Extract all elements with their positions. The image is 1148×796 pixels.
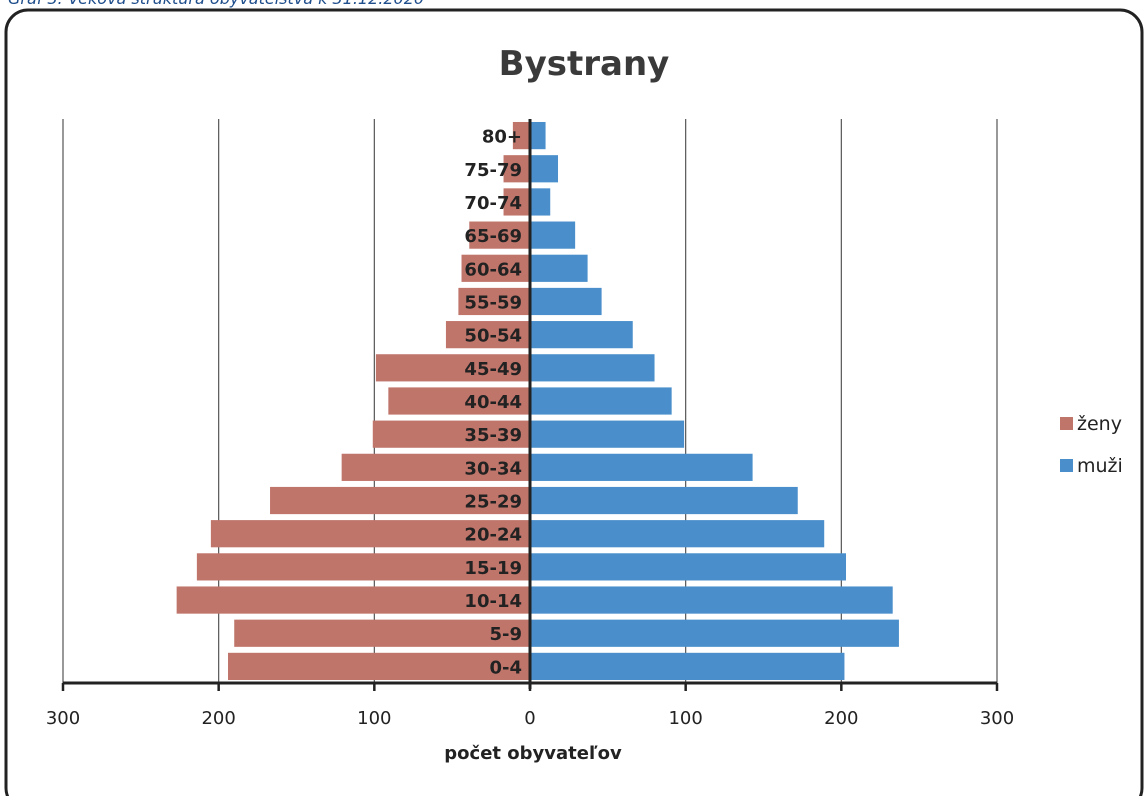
category-label: 25-29: [464, 492, 522, 513]
bar-men-45-49: [530, 354, 655, 382]
category-label: 60-64: [464, 259, 522, 280]
bar-men-40-44: [530, 387, 672, 415]
category-label: 15-19: [464, 558, 522, 579]
bar-women-45-49: [375, 354, 530, 382]
bar-men-55-59: [530, 287, 602, 316]
category-label: 55-59: [464, 292, 522, 313]
bar-women-70-74: [503, 188, 530, 216]
bar-women-55-59: [458, 287, 530, 316]
bar-men-10-14: [530, 586, 893, 614]
x-tick-label: 100: [357, 708, 391, 729]
bar-men-65-69: [530, 221, 576, 249]
chart-title: Bystrany: [499, 44, 670, 84]
legend-label: ženy: [1077, 413, 1122, 435]
bar-women-0-4: [228, 652, 531, 681]
category-label: 35-39: [464, 425, 522, 446]
bar-women-10-14: [176, 586, 531, 614]
x-tick-label: 300: [980, 708, 1014, 729]
category-label: 75-79: [464, 160, 522, 181]
x-tick-label: 100: [668, 708, 702, 729]
category-label: 65-69: [464, 226, 522, 247]
x-tick-label: 300: [46, 708, 80, 729]
bar-women-65-69: [469, 221, 530, 249]
bar-men-30-34: [530, 453, 753, 481]
bar-women-80+: [512, 121, 530, 150]
bar-women-40-44: [388, 387, 530, 415]
bar-women-35-39: [372, 420, 530, 448]
x-tick-label: 200: [824, 708, 858, 729]
category-label: 10-14: [464, 591, 522, 612]
category-label: 0-4: [489, 657, 522, 678]
bar-men-5-9: [530, 619, 899, 647]
bar-women-30-34: [341, 453, 530, 481]
bar-men-25-29: [530, 486, 798, 515]
x-axis-label: počet obyvateľov: [444, 743, 622, 764]
bar-men-60-64: [530, 254, 588, 282]
bar-men-70-74: [530, 188, 551, 216]
category-label: 50-54: [464, 326, 522, 347]
bar-men-0-4: [530, 652, 845, 681]
category-label: 45-49: [464, 359, 522, 380]
category-label: 30-34: [464, 458, 522, 479]
axes: [61, 119, 999, 691]
bar-women-20-24: [210, 520, 530, 548]
category-label: 80+: [482, 127, 522, 148]
bar-men-80+: [530, 121, 546, 150]
bar-women-5-9: [234, 619, 530, 647]
bar-men-15-19: [530, 553, 847, 581]
x-tick-label: 0: [524, 708, 535, 729]
bars: [176, 121, 899, 681]
bar-women-50-54: [445, 321, 530, 349]
bar-men-35-39: [530, 420, 685, 448]
category-label: 20-24: [464, 525, 522, 546]
x-tick-label: 200: [201, 708, 235, 729]
legend-swatch: [1060, 459, 1073, 472]
category-label: 70-74: [464, 193, 522, 214]
x-tick-labels: 300 200 100 0 100 200 300: [46, 708, 1014, 729]
legend-swatch: [1060, 417, 1073, 430]
bar-women-75-79: [503, 155, 530, 183]
bar-men-75-79: [530, 155, 559, 183]
category-label: 40-44: [464, 392, 522, 413]
bar-women-15-19: [196, 553, 530, 581]
category-label: 5-9: [489, 624, 522, 645]
header-caption: Graf 3: Veková štruktúra obyvateľstva k …: [8, 0, 424, 8]
bar-men-20-24: [530, 520, 825, 548]
bar-women-60-64: [461, 254, 530, 282]
category-labels: 0-4 5-9 10-14 15-19 20-24 25-29 30-34 35-39 40-4…: [464, 127, 522, 679]
bar-women-25-29: [270, 486, 530, 515]
legend: ženy muži: [1060, 413, 1123, 477]
legend-label: muži: [1077, 455, 1123, 477]
bar-men-50-54: [530, 321, 633, 349]
